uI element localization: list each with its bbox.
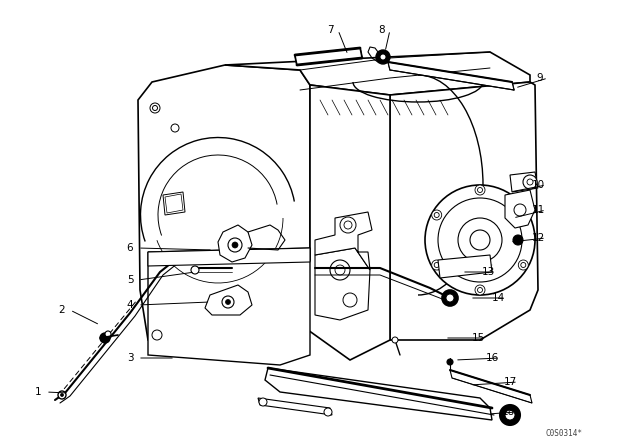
Polygon shape	[265, 368, 492, 420]
Circle shape	[475, 185, 485, 195]
Text: 6: 6	[127, 243, 133, 253]
Polygon shape	[315, 212, 372, 270]
Text: 7: 7	[326, 25, 333, 35]
Circle shape	[518, 260, 528, 270]
Circle shape	[376, 50, 390, 64]
Circle shape	[447, 359, 453, 365]
Polygon shape	[138, 65, 310, 355]
Circle shape	[150, 103, 160, 113]
Circle shape	[470, 230, 490, 250]
Polygon shape	[450, 370, 532, 403]
Text: 2: 2	[59, 305, 65, 315]
Circle shape	[324, 408, 332, 416]
Circle shape	[392, 337, 398, 343]
Circle shape	[438, 198, 522, 282]
Circle shape	[505, 410, 515, 420]
Circle shape	[446, 294, 454, 302]
Circle shape	[527, 179, 533, 185]
Polygon shape	[218, 225, 252, 262]
Circle shape	[432, 260, 442, 270]
Circle shape	[434, 212, 439, 217]
Polygon shape	[148, 248, 310, 365]
Text: C0S0314*: C0S0314*	[545, 429, 582, 438]
Circle shape	[343, 293, 357, 307]
Circle shape	[500, 405, 520, 425]
Circle shape	[514, 204, 526, 216]
Circle shape	[105, 331, 111, 337]
Text: 18: 18	[501, 407, 515, 417]
Polygon shape	[510, 172, 538, 192]
Circle shape	[432, 210, 442, 220]
Circle shape	[340, 217, 356, 233]
Circle shape	[100, 333, 110, 343]
Circle shape	[152, 330, 162, 340]
Polygon shape	[388, 62, 514, 90]
Circle shape	[232, 242, 238, 248]
Circle shape	[191, 266, 199, 274]
Polygon shape	[225, 52, 530, 95]
Polygon shape	[165, 194, 183, 213]
Text: 17: 17	[504, 377, 516, 387]
Circle shape	[61, 393, 63, 396]
Polygon shape	[205, 285, 252, 315]
Circle shape	[521, 263, 526, 267]
Circle shape	[523, 175, 537, 189]
Polygon shape	[390, 82, 538, 340]
Circle shape	[477, 288, 483, 293]
Text: 12: 12	[531, 233, 545, 243]
Circle shape	[335, 265, 345, 275]
Text: 5: 5	[127, 275, 133, 285]
Polygon shape	[438, 255, 492, 278]
Circle shape	[434, 263, 439, 267]
Circle shape	[521, 212, 526, 217]
Text: 10: 10	[531, 180, 545, 190]
Polygon shape	[295, 48, 362, 65]
Polygon shape	[505, 190, 535, 228]
Circle shape	[477, 188, 483, 193]
Text: 8: 8	[379, 25, 385, 35]
Circle shape	[458, 218, 502, 262]
Circle shape	[344, 221, 352, 229]
Text: 16: 16	[485, 353, 499, 363]
Circle shape	[259, 398, 267, 406]
Circle shape	[475, 285, 485, 295]
Polygon shape	[258, 398, 332, 415]
Text: 14: 14	[492, 293, 504, 303]
Circle shape	[225, 300, 230, 305]
Text: 3: 3	[127, 353, 133, 363]
Polygon shape	[280, 85, 390, 360]
Circle shape	[171, 124, 179, 132]
Text: 9: 9	[537, 73, 543, 83]
Polygon shape	[163, 192, 185, 215]
Circle shape	[228, 238, 242, 252]
Polygon shape	[315, 248, 370, 320]
Circle shape	[152, 105, 157, 111]
Circle shape	[513, 235, 523, 245]
Circle shape	[330, 260, 350, 280]
Text: 1: 1	[35, 387, 42, 397]
Text: 13: 13	[481, 267, 495, 277]
Circle shape	[222, 296, 234, 308]
Circle shape	[58, 391, 66, 399]
Circle shape	[425, 185, 535, 295]
Circle shape	[518, 210, 528, 220]
Text: 15: 15	[472, 333, 484, 343]
Circle shape	[442, 290, 458, 306]
Circle shape	[380, 54, 386, 60]
Text: 11: 11	[531, 205, 545, 215]
Text: 4: 4	[127, 300, 133, 310]
Polygon shape	[148, 248, 310, 266]
